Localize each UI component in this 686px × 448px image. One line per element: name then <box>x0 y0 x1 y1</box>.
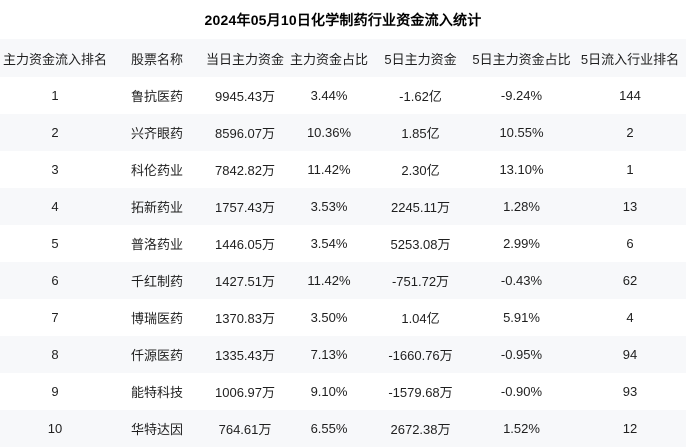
cell-rank: 3 <box>0 151 110 188</box>
cell-stock-name: 能特科技 <box>110 373 204 410</box>
table-row: 1 鲁抗医药 9945.43万 3.44% -1.62亿 -9.24% 144 <box>0 77 686 114</box>
cell-main-fund-ratio: 10.36% <box>286 114 372 151</box>
cell-five-day-industry-rank: 13 <box>574 188 686 225</box>
report-title: 2024年05月10日化学制药行业资金流入统计 <box>204 11 482 28</box>
cell-five-day-main-fund: 1.04亿 <box>372 299 469 336</box>
cell-rank: 6 <box>0 262 110 299</box>
cell-stock-name: 普洛药业 <box>110 225 204 262</box>
cell-main-fund-ratio: 3.44% <box>286 77 372 114</box>
cell-five-day-main-fund-ratio: -9.24% <box>469 77 574 114</box>
cell-main-fund-ratio: 11.42% <box>286 151 372 188</box>
column-header-stock-name: 股票名称 <box>110 39 204 77</box>
cell-five-day-industry-rank: 4 <box>574 299 686 336</box>
cell-stock-name: 华特达因 <box>110 410 204 447</box>
cell-rank: 1 <box>0 77 110 114</box>
cell-five-day-main-fund: -1579.68万 <box>372 373 469 410</box>
cell-five-day-industry-rank: 93 <box>574 373 686 410</box>
table-row: 10 华特达因 764.61万 6.55% 2672.38万 1.52% 12 <box>0 410 686 447</box>
cell-today-main-fund: 1370.83万 <box>204 299 286 336</box>
table-row: 3 科伦药业 7842.82万 11.42% 2.30亿 13.10% 1 <box>0 151 686 188</box>
cell-five-day-industry-rank: 2 <box>574 114 686 151</box>
cell-today-main-fund: 7842.82万 <box>204 151 286 188</box>
cell-five-day-main-fund-ratio: 10.55% <box>469 114 574 151</box>
table-row: 8 仟源医药 1335.43万 7.13% -1660.76万 -0.95% 94 <box>0 336 686 373</box>
cell-today-main-fund: 9945.43万 <box>204 77 286 114</box>
table-body: 1 鲁抗医药 9945.43万 3.44% -1.62亿 -9.24% 144 2 兴齐眼药 85… <box>0 77 686 447</box>
table-row: 6 千红制药 1427.51万 11.42% -751.72万 -0.43% 62 <box>0 262 686 299</box>
cell-stock-name: 仟源医药 <box>110 336 204 373</box>
cell-five-day-main-fund-ratio: 1.28% <box>469 188 574 225</box>
cell-five-day-main-fund-ratio: -0.90% <box>469 373 574 410</box>
cell-main-fund-ratio: 11.42% <box>286 262 372 299</box>
cell-five-day-main-fund: -1660.76万 <box>372 336 469 373</box>
cell-five-day-main-fund: 2672.38万 <box>372 410 469 447</box>
cell-today-main-fund: 764.61万 <box>204 410 286 447</box>
cell-five-day-main-fund: -1.62亿 <box>372 77 469 114</box>
cell-stock-name: 鲁抗医药 <box>110 77 204 114</box>
cell-stock-name: 千红制药 <box>110 262 204 299</box>
cell-stock-name: 兴齐眼药 <box>110 114 204 151</box>
table-row: 5 普洛药业 1446.05万 3.54% 5253.08万 2.99% 6 <box>0 225 686 262</box>
cell-five-day-main-fund: 2.30亿 <box>372 151 469 188</box>
fund-inflow-table: 主力资金流入排名 股票名称 当日主力资金 主力资金占比 5日主力资金 5日主力资金占比 5日… <box>0 39 686 447</box>
cell-rank: 10 <box>0 410 110 447</box>
cell-five-day-industry-rank: 1 <box>574 151 686 188</box>
cell-five-day-industry-rank: 12 <box>574 410 686 447</box>
cell-stock-name: 拓新药业 <box>110 188 204 225</box>
cell-today-main-fund: 1006.97万 <box>204 373 286 410</box>
column-header-five-day-main-fund: 5日主力资金 <box>372 39 469 77</box>
column-header-rank: 主力资金流入排名 <box>0 39 110 77</box>
cell-today-main-fund: 8596.07万 <box>204 114 286 151</box>
cell-five-day-main-fund-ratio: 5.91% <box>469 299 574 336</box>
cell-rank: 4 <box>0 188 110 225</box>
cell-five-day-main-fund: 5253.08万 <box>372 225 469 262</box>
cell-main-fund-ratio: 3.50% <box>286 299 372 336</box>
cell-five-day-industry-rank: 62 <box>574 262 686 299</box>
cell-rank: 2 <box>0 114 110 151</box>
table-row: 9 能特科技 1006.97万 9.10% -1579.68万 -0.90% 93 <box>0 373 686 410</box>
cell-main-fund-ratio: 9.10% <box>286 373 372 410</box>
cell-five-day-main-fund-ratio: 13.10% <box>469 151 574 188</box>
column-header-five-day-industry-rank: 5日流入行业排名 <box>574 39 686 77</box>
cell-rank: 9 <box>0 373 110 410</box>
cell-five-day-main-fund: -751.72万 <box>372 262 469 299</box>
cell-five-day-main-fund-ratio: -0.43% <box>469 262 574 299</box>
column-header-main-fund-ratio: 主力资金占比 <box>286 39 372 77</box>
cell-five-day-main-fund-ratio: -0.95% <box>469 336 574 373</box>
cell-stock-name: 博瑞医药 <box>110 299 204 336</box>
cell-today-main-fund: 1446.05万 <box>204 225 286 262</box>
cell-five-day-industry-rank: 6 <box>574 225 686 262</box>
table-header-row: 主力资金流入排名 股票名称 当日主力资金 主力资金占比 5日主力资金 5日主力资金占比 5日… <box>0 39 686 77</box>
column-header-five-day-main-fund-ratio: 5日主力资金占比 <box>469 39 574 77</box>
table-header: 主力资金流入排名 股票名称 当日主力资金 主力资金占比 5日主力资金 5日主力资金占比 5日… <box>0 39 686 77</box>
cell-five-day-main-fund: 2245.11万 <box>372 188 469 225</box>
cell-main-fund-ratio: 3.53% <box>286 188 372 225</box>
cell-main-fund-ratio: 3.54% <box>286 225 372 262</box>
column-header-today-main-fund: 当日主力资金 <box>204 39 286 77</box>
table-row: 4 拓新药业 1757.43万 3.53% 2245.11万 1.28% 13 <box>0 188 686 225</box>
cell-rank: 7 <box>0 299 110 336</box>
cell-main-fund-ratio: 7.13% <box>286 336 372 373</box>
cell-five-day-industry-rank: 94 <box>574 336 686 373</box>
cell-stock-name: 科伦药业 <box>110 151 204 188</box>
cell-today-main-fund: 1757.43万 <box>204 188 286 225</box>
cell-today-main-fund: 1427.51万 <box>204 262 286 299</box>
cell-main-fund-ratio: 6.55% <box>286 410 372 447</box>
cell-five-day-industry-rank: 144 <box>574 77 686 114</box>
cell-five-day-main-fund-ratio: 2.99% <box>469 225 574 262</box>
cell-rank: 5 <box>0 225 110 262</box>
cell-today-main-fund: 1335.43万 <box>204 336 286 373</box>
cell-rank: 8 <box>0 336 110 373</box>
table-row: 2 兴齐眼药 8596.07万 10.36% 1.85亿 10.55% 2 <box>0 114 686 151</box>
table-row: 7 博瑞医药 1370.83万 3.50% 1.04亿 5.91% 4 <box>0 299 686 336</box>
cell-five-day-main-fund-ratio: 1.52% <box>469 410 574 447</box>
cell-five-day-main-fund: 1.85亿 <box>372 114 469 151</box>
